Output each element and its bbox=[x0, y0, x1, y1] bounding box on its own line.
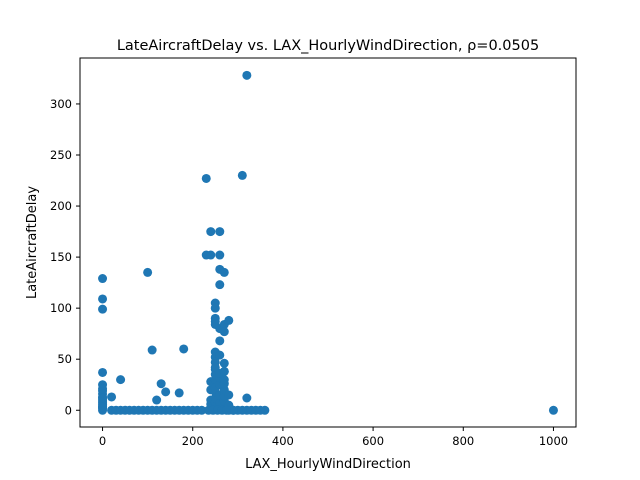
y-tick-label: 150 bbox=[50, 250, 72, 264]
data-point bbox=[98, 304, 108, 314]
data-point bbox=[206, 250, 216, 260]
data-point bbox=[219, 375, 229, 385]
data-point bbox=[237, 170, 247, 180]
data-point bbox=[98, 294, 108, 304]
plot-frame bbox=[79, 57, 577, 428]
y-axis-label: LateAircraftDelay bbox=[25, 186, 40, 299]
x-axis-ticks: 0 200 400 600 800 1000 bbox=[99, 427, 568, 448]
data-point bbox=[179, 344, 189, 354]
y-tick-label: 100 bbox=[50, 301, 72, 315]
data-point bbox=[152, 395, 162, 405]
data-point bbox=[215, 280, 225, 290]
data-point bbox=[242, 70, 252, 80]
y-tick-label: 300 bbox=[50, 97, 72, 111]
data-point bbox=[147, 345, 157, 355]
y-axis-ticks: 0 50 100 150 200 250 300 bbox=[50, 97, 80, 417]
data-point bbox=[219, 358, 229, 368]
data-point bbox=[210, 303, 220, 313]
data-point bbox=[224, 390, 234, 400]
data-point bbox=[242, 393, 252, 403]
chart-title: LateAircraftDelay vs. LAX_HourlyWindDire… bbox=[117, 38, 539, 54]
data-point bbox=[219, 267, 229, 277]
data-point bbox=[219, 366, 229, 376]
x-tick-label: 1000 bbox=[539, 434, 568, 448]
data-points bbox=[98, 70, 558, 415]
x-tick-label: 400 bbox=[272, 434, 294, 448]
x-tick-label: 600 bbox=[362, 434, 384, 448]
data-point bbox=[215, 336, 225, 346]
data-point bbox=[174, 388, 184, 398]
data-point bbox=[219, 327, 229, 337]
data-point bbox=[197, 405, 207, 415]
y-tick-label: 250 bbox=[50, 148, 72, 162]
data-point bbox=[224, 315, 234, 325]
data-point bbox=[107, 392, 117, 402]
y-tick-label: 50 bbox=[57, 352, 72, 366]
x-tick-label: 200 bbox=[182, 434, 204, 448]
x-tick-label: 0 bbox=[99, 434, 106, 448]
x-tick-label: 800 bbox=[452, 434, 474, 448]
data-point bbox=[156, 379, 166, 389]
x-axis-label: LAX_HourlyWindDirection bbox=[245, 457, 411, 472]
data-point bbox=[116, 375, 126, 385]
y-tick-label: 0 bbox=[65, 403, 72, 417]
data-point bbox=[98, 393, 108, 403]
data-point bbox=[215, 250, 225, 260]
data-point bbox=[206, 227, 216, 237]
data-point bbox=[215, 350, 225, 360]
y-tick-label: 200 bbox=[50, 199, 72, 213]
data-point bbox=[222, 405, 232, 415]
data-point bbox=[143, 267, 153, 277]
data-point bbox=[215, 227, 225, 237]
data-point bbox=[161, 387, 171, 397]
data-point bbox=[548, 405, 558, 415]
data-point bbox=[98, 384, 108, 394]
data-point bbox=[98, 367, 108, 377]
data-point bbox=[98, 274, 108, 284]
data-point bbox=[201, 173, 211, 183]
data-point bbox=[98, 402, 108, 412]
